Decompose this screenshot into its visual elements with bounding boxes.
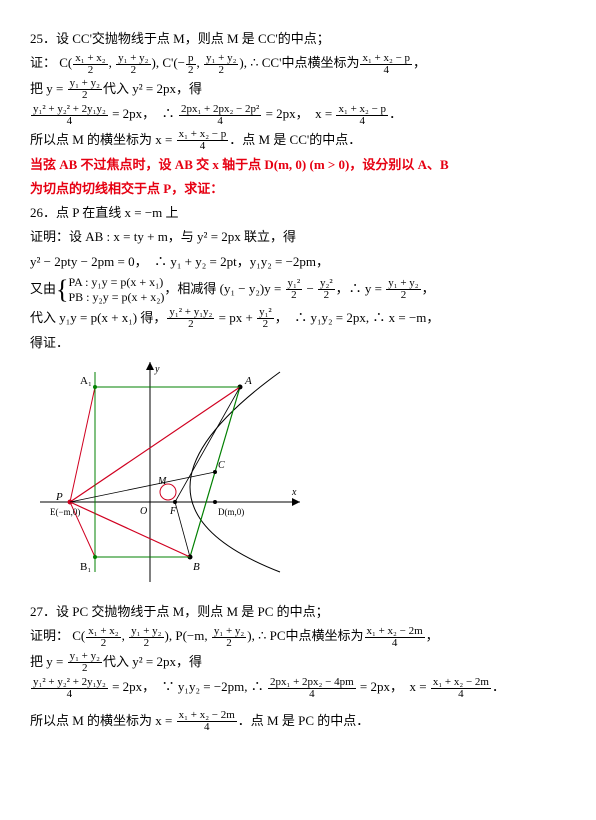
fig-label-B: B (193, 561, 200, 573)
fig-label-A1: A₁ (80, 375, 92, 387)
proof-label: 证： (30, 55, 56, 70)
fig-label-O: O (140, 506, 147, 517)
p26-line2: y² − 2pty − 2pm = 0， ∴ y₁ + y₂ = 2pt，y₁y… (30, 251, 566, 273)
p26-line5: 得证． (30, 332, 566, 354)
proof-label: 证明： (30, 628, 69, 643)
p26-line1: 证明：设 AB : x = ty + m，与 y² = 2px 联立，得 (30, 226, 566, 248)
fig-label-y: y (154, 364, 160, 375)
p25-line3: y₁² + y₂² + 2y₁y₂4 = 2px， ∴ 2px₁ + 2px₂ … (30, 103, 566, 127)
p27-line1: 证明： C(x₁ + x₂2, y₁ + y₂2), P(−m, y₁ + y₂… (30, 625, 566, 649)
geometry-figure: A A₁ B B₁ P C M O F E(−m,0) D(m,0) x y (40, 362, 566, 589)
p26-line4: 代入 y₁y = p(x + x₁) 得，y₁² + y₁y₂2 = px + … (30, 307, 566, 331)
p27-line4: 所以点 M 的横坐标为 x = x₁ + x₂ − 2m4．点 M 是 PC 的… (30, 710, 566, 734)
fig-label-A: A (244, 375, 252, 387)
fig-label-C: C (218, 460, 225, 471)
red-condition-line1: 当弦 AB 不过焦点时，设 AB 交 x 轴于点 D(m, 0) (m > 0)… (30, 154, 566, 176)
p25-line1: 证： C(x₁ + x₂2, y₁ + y₂2), C'(−p2, y₁ + y… (30, 52, 566, 76)
problem-27-title: 27．设 PC 交抛物线于点 M，则点 M 是 PC 的中点； (30, 601, 566, 623)
p25-line2: 把 y = y₁ + y₂2代入 y² = 2px，得 (30, 78, 566, 102)
fig-label-M: M (157, 476, 167, 487)
fig-label-F: F (169, 506, 177, 517)
fig-label-P: P (55, 491, 63, 503)
fig-label-Em: E(−m,0) (50, 507, 80, 517)
fig-label-B1: B₁ (80, 561, 91, 573)
fig-label-x: x (291, 487, 297, 498)
p27-line2: 把 y = y₁ + y₂2代入 y² = 2px，得 (30, 651, 566, 675)
p25-line4: 所以点 M 的横坐标为 x = x₁ + x₂ − p4．点 M 是 CC'的中… (30, 129, 566, 153)
red-condition-line2: 为切点的切线相交于点 P，求证： (30, 178, 566, 200)
problem-25-title: 25．设 CC'交抛物线于点 M，则点 M 是 CC'的中点； (30, 28, 566, 50)
p26-line3: 又由{PA : y₁y = p(x + x₁)PB : y₂y = p(x + … (30, 275, 566, 305)
fig-label-Dm: D(m,0) (218, 507, 244, 517)
problem-26-title: 26．点 P 在直线 x = −m 上 (30, 202, 566, 224)
p27-line3: y₁² + y₂² + 2y₁y₂4 = 2px， ∵ y₁y₂ = −2pm,… (30, 676, 566, 700)
figure-svg: A A₁ B B₁ P C M O F E(−m,0) D(m,0) x y (40, 362, 300, 582)
